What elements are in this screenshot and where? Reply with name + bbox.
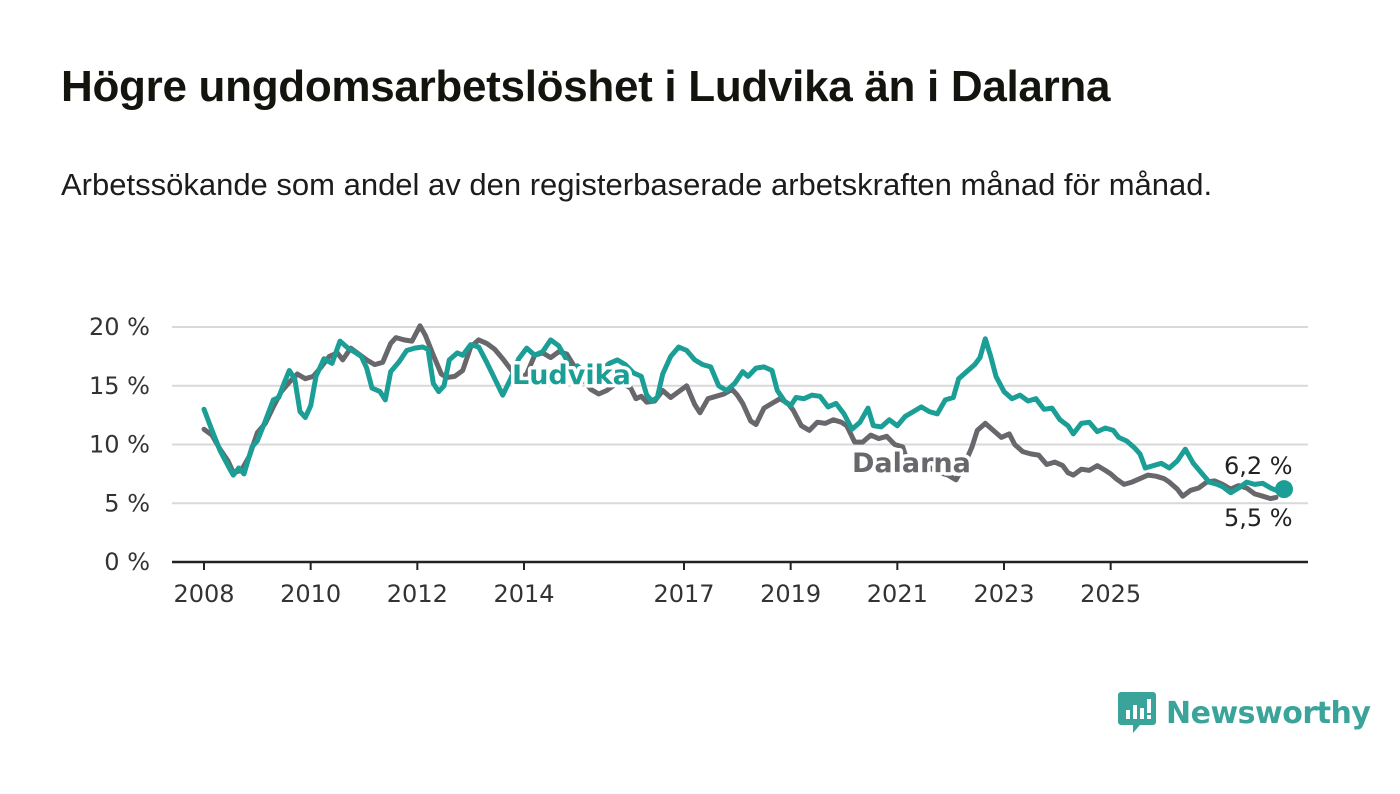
x-tick-label: 2021 <box>867 580 928 608</box>
series-line-ludvika <box>201 336 1287 496</box>
series-lines <box>201 323 1287 502</box>
brand-name: Newsworthy <box>1166 695 1371 731</box>
x-tick-label: 2017 <box>653 580 714 608</box>
y-tick-label: 20 % <box>89 313 150 341</box>
chart-subtitle: Arbetssökande som andel av den registerb… <box>61 167 1213 202</box>
x-axis: 2008 2010 2012 2014 2017 2019 2021 2023 2025 <box>172 560 1308 608</box>
newsworthy-logo: Newsworthy <box>1118 690 1371 736</box>
y-tick-label: 5 % <box>104 489 150 517</box>
end-label-ludvika: 6,2 % <box>1224 452 1293 480</box>
y-tick-label: 15 % <box>89 372 150 400</box>
series-label-ludvika-halo: Ludvika <box>512 360 631 391</box>
x-tick-label: 2010 <box>280 580 341 608</box>
x-tick-label: 2019 <box>760 580 821 608</box>
series-label-dalarna: Dalarna <box>852 448 971 479</box>
series-label-dalarna-halo: Dalarna <box>852 448 971 479</box>
end-label-dalarna: 5,5 % <box>1224 504 1293 532</box>
series-label-ludvika: Ludvika <box>512 360 631 391</box>
x-tick-label: 2014 <box>493 580 554 608</box>
chart-title: Högre ungdomsarbetslöshet i Ludvika än i… <box>61 62 1111 111</box>
x-tick-label: 2025 <box>1080 580 1141 608</box>
x-tick-label: 2008 <box>173 580 234 608</box>
x-tick-label: 2012 <box>387 580 448 608</box>
y-tick-label: 10 % <box>89 431 150 459</box>
y-axis-ticks: 0 % 5 % 10 % 15 % 20 % <box>89 313 150 576</box>
bar-chart-speech-bubble-icon <box>1118 692 1156 733</box>
x-tick-label: 2023 <box>973 580 1034 608</box>
series-line-dalarna <box>201 323 1279 502</box>
y-tick-label: 0 % <box>104 548 150 576</box>
end-point-ludvika <box>1275 480 1293 499</box>
gridlines <box>172 326 1308 505</box>
